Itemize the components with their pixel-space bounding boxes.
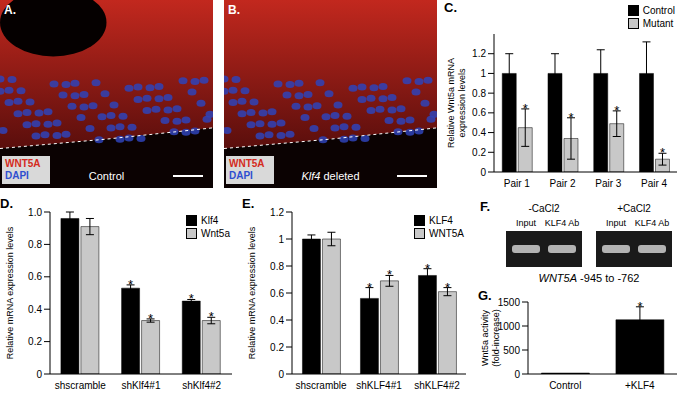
svg-text:0.2: 0.2 (28, 336, 42, 347)
svg-text:0.4: 0.4 (28, 304, 42, 315)
html-text:D.: D. (0, 196, 13, 211)
svg-text:KLF4 Ab: KLF4 Ab (635, 218, 670, 228)
svg-text:Pair 3: Pair 3 (595, 178, 622, 189)
svg-text:0.2: 0.2 (472, 147, 486, 158)
svg-text:shKLF4#1: shKLF4#1 (356, 380, 402, 391)
html-text:WNT5A: WNT5A (429, 228, 464, 239)
svg-text:*: * (148, 311, 153, 326)
svg-text:WNT5A -945 to -762: WNT5A -945 to -762 (539, 272, 640, 284)
svg-text:0.4: 0.4 (270, 315, 284, 326)
svg-text:0: 0 (278, 369, 284, 380)
svg-text:Control: Control (549, 380, 581, 391)
svg-text:0.6: 0.6 (472, 107, 486, 118)
svg-text:+KLF4: +KLF4 (625, 380, 655, 391)
svg-text:shKLF4#2: shKLF4#2 (414, 380, 460, 391)
svg-text:WNT5A: WNT5A (5, 158, 41, 169)
svg-text:DAPI: DAPI (5, 170, 29, 181)
svg-text:shscramble: shscramble (55, 380, 107, 391)
svg-text:Relative mRNA expression level: Relative mRNA expression levels (5, 226, 15, 359)
svg-text:B.: B. (228, 3, 240, 17)
html-text:Wnt5a: Wnt5a (201, 228, 230, 239)
svg-text:0: 0 (514, 369, 520, 380)
html-text:Mutant: Mutant (642, 18, 674, 29)
svg-text:Control: Control (89, 170, 124, 182)
svg-text:*: * (425, 261, 430, 276)
svg-text:1500: 1500 (498, 297, 521, 308)
html-text:E.: E. (242, 196, 255, 211)
html-text:Klf4: Klf4 (201, 215, 219, 226)
svg-text:Relative mRNA expression level: Relative mRNA expression levels (247, 226, 257, 359)
svg-text:Input: Input (606, 218, 627, 228)
svg-text:Wnt5a activity(fold-increase): Wnt5a activity(fold-increase) (480, 309, 501, 367)
svg-text:Relative Wnt5a mRNAexpression: Relative Wnt5a mRNAexpression levels (446, 58, 467, 148)
svg-text:0: 0 (36, 369, 42, 380)
svg-text:0.8: 0.8 (472, 88, 486, 99)
svg-text:shscramble: shscramble (295, 380, 347, 391)
svg-text:*: * (445, 280, 450, 295)
svg-text:1.2: 1.2 (270, 207, 284, 218)
svg-text:1.2: 1.2 (472, 48, 486, 59)
svg-text:-CaCl2: -CaCl2 (528, 203, 560, 214)
svg-text:A.: A. (4, 3, 16, 17)
svg-text:Pair 2: Pair 2 (550, 178, 577, 189)
svg-text:shKlf4#1: shKlf4#1 (122, 380, 161, 391)
svg-text:*: * (637, 299, 642, 314)
svg-text:WNT5A: WNT5A (229, 158, 265, 169)
svg-text:Input: Input (516, 218, 537, 228)
svg-text:500: 500 (503, 345, 520, 356)
html-text:Control: Control (642, 5, 675, 16)
svg-text:*: * (523, 101, 528, 116)
svg-text:0.6: 0.6 (28, 271, 42, 282)
svg-text:*: * (660, 145, 665, 160)
svg-text:*: * (367, 280, 372, 295)
html-text:G.: G. (478, 288, 492, 303)
svg-text:*: * (209, 309, 214, 324)
svg-text:1: 1 (278, 234, 284, 245)
svg-text:F.: F. (480, 199, 490, 214)
svg-text:1: 1 (480, 68, 486, 79)
svg-text:+CaCl2: +CaCl2 (617, 203, 651, 214)
svg-text:0.8: 0.8 (270, 261, 284, 272)
svg-text:0.4: 0.4 (472, 127, 486, 138)
svg-text:*: * (189, 291, 194, 306)
svg-text:1.0: 1.0 (28, 207, 42, 218)
svg-text:shKlf4#2: shKlf4#2 (182, 380, 221, 391)
svg-text:*: * (387, 267, 392, 282)
svg-text:Pair 1: Pair 1 (504, 178, 531, 189)
html-text:KLF4: KLF4 (429, 215, 453, 226)
svg-text:0.2: 0.2 (270, 342, 284, 353)
svg-text:*: * (614, 103, 619, 118)
svg-text:0: 0 (480, 167, 486, 178)
svg-text:*: * (568, 110, 573, 125)
svg-text:*: * (128, 277, 133, 292)
svg-text:Pair 4: Pair 4 (641, 178, 668, 189)
svg-text:0.6: 0.6 (270, 288, 284, 299)
svg-text:DAPI: DAPI (229, 170, 253, 181)
svg-text:KLF4 Ab: KLF4 Ab (545, 218, 580, 228)
svg-text:0.8: 0.8 (28, 239, 42, 250)
html-text:C.: C. (444, 0, 457, 15)
svg-text:Klf4 deleted: Klf4 deleted (301, 170, 359, 182)
svg-text:1000: 1000 (498, 321, 521, 332)
